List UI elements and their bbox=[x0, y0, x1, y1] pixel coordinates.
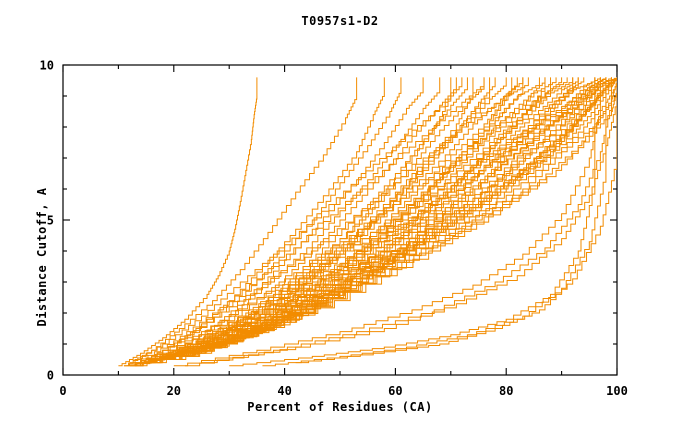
series-line bbox=[173, 77, 563, 360]
x-tick-label: 60 bbox=[388, 384, 402, 398]
series-line bbox=[295, 77, 617, 364]
x-axis-label: Percent of Residues (CA) bbox=[247, 400, 433, 414]
series-line bbox=[195, 77, 617, 354]
series-line bbox=[184, 77, 596, 357]
y-tick-label: 0 bbox=[47, 369, 54, 383]
series-line bbox=[229, 77, 596, 367]
series-line bbox=[179, 77, 617, 357]
y-tick-label: 5 bbox=[47, 214, 54, 228]
series-line bbox=[123, 77, 452, 367]
series-line bbox=[184, 77, 617, 354]
page-title: T0957s1-D2 bbox=[301, 14, 379, 28]
series-line bbox=[151, 77, 568, 360]
y-tick-label: 10 bbox=[40, 59, 54, 73]
series-line bbox=[168, 77, 617, 357]
series-line bbox=[201, 77, 617, 364]
series-line bbox=[173, 77, 601, 367]
series-line bbox=[162, 77, 617, 360]
series-line bbox=[118, 77, 258, 367]
series-line bbox=[140, 77, 524, 364]
x-tick-label: 100 bbox=[606, 384, 628, 398]
series-line bbox=[218, 77, 617, 345]
series-group bbox=[118, 77, 617, 367]
series-line bbox=[195, 77, 617, 351]
series-line bbox=[168, 77, 617, 360]
series-line bbox=[135, 77, 402, 367]
series-line bbox=[129, 77, 463, 364]
x-tick-label: 40 bbox=[277, 384, 291, 398]
series-line bbox=[135, 77, 485, 364]
x-tick-label: 0 bbox=[59, 384, 66, 398]
series-line bbox=[157, 77, 607, 360]
x-tick-label: 20 bbox=[167, 384, 181, 398]
x-tick-label: 80 bbox=[499, 384, 513, 398]
